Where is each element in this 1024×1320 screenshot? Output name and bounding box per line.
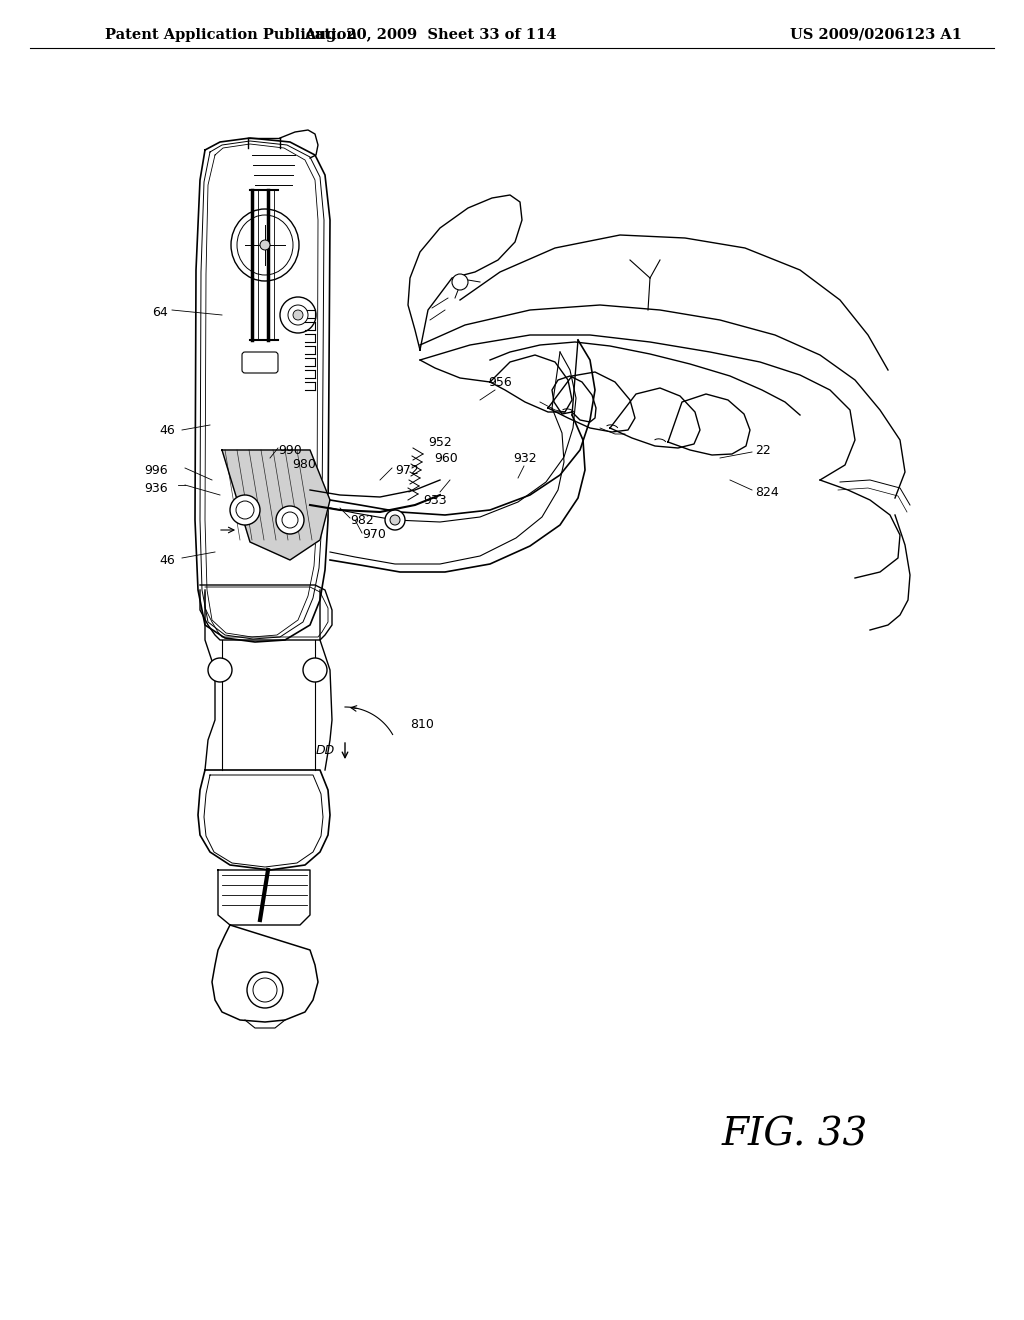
Circle shape bbox=[276, 506, 304, 535]
Polygon shape bbox=[198, 770, 330, 870]
Circle shape bbox=[253, 978, 278, 1002]
Text: Patent Application Publication: Patent Application Publication bbox=[105, 28, 357, 42]
Circle shape bbox=[247, 972, 283, 1008]
Polygon shape bbox=[195, 139, 330, 642]
Circle shape bbox=[282, 512, 298, 528]
Polygon shape bbox=[222, 450, 330, 560]
Text: FIG. 33: FIG. 33 bbox=[722, 1117, 868, 1154]
Text: 46: 46 bbox=[160, 424, 175, 437]
Circle shape bbox=[236, 502, 254, 519]
Text: 824: 824 bbox=[755, 486, 778, 499]
Circle shape bbox=[230, 495, 260, 525]
Text: 952: 952 bbox=[428, 436, 452, 449]
Circle shape bbox=[208, 657, 232, 682]
Polygon shape bbox=[200, 585, 332, 640]
Text: 960: 960 bbox=[434, 451, 458, 465]
Circle shape bbox=[260, 240, 270, 249]
Text: DD: DD bbox=[315, 743, 335, 756]
Text: 980: 980 bbox=[292, 458, 315, 471]
Polygon shape bbox=[218, 870, 310, 925]
Circle shape bbox=[452, 275, 468, 290]
Circle shape bbox=[390, 515, 400, 525]
Text: 956: 956 bbox=[488, 375, 512, 388]
Text: 996: 996 bbox=[144, 463, 168, 477]
Text: 982: 982 bbox=[350, 513, 374, 527]
Circle shape bbox=[385, 510, 406, 531]
Ellipse shape bbox=[231, 209, 299, 281]
Text: 64: 64 bbox=[153, 305, 168, 318]
Circle shape bbox=[288, 305, 308, 325]
Text: 970: 970 bbox=[362, 528, 386, 541]
Text: 933: 933 bbox=[423, 494, 446, 507]
Text: Aug. 20, 2009  Sheet 33 of 114: Aug. 20, 2009 Sheet 33 of 114 bbox=[304, 28, 556, 42]
Circle shape bbox=[280, 297, 316, 333]
Text: 46: 46 bbox=[160, 553, 175, 566]
Text: US 2009/0206123 A1: US 2009/0206123 A1 bbox=[790, 28, 962, 42]
Circle shape bbox=[303, 657, 327, 682]
Text: 990: 990 bbox=[278, 444, 302, 457]
Text: 936: 936 bbox=[144, 482, 168, 495]
Text: 972: 972 bbox=[395, 463, 419, 477]
FancyBboxPatch shape bbox=[242, 352, 278, 374]
Text: 22: 22 bbox=[755, 444, 771, 457]
Text: 932: 932 bbox=[513, 451, 537, 465]
Text: 810: 810 bbox=[410, 718, 434, 731]
Polygon shape bbox=[212, 925, 318, 1022]
Circle shape bbox=[293, 310, 303, 319]
